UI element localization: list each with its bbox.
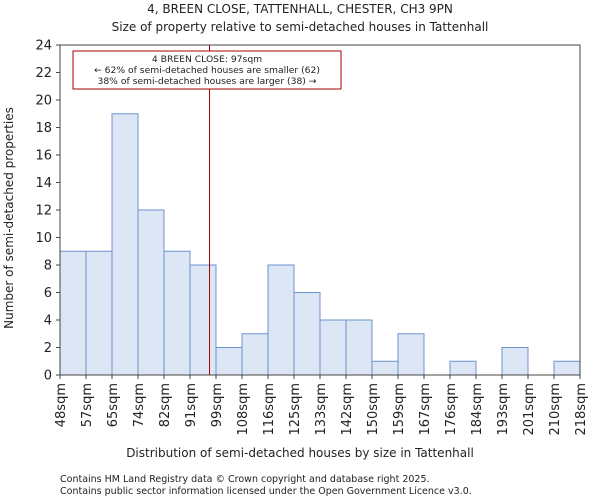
x-tick-label: 167sqm [418,383,433,436]
y-tick-label: 14 [35,176,52,191]
x-axis-ticks: 48sqm 57sqm 65sqm 74sqm 82sqm 91sqm 99sqm 108sq… [54,375,589,436]
annotation-line-2: ← 62% of semi-detached houses are smalle… [94,65,320,76]
y-tick-label: 18 [35,121,52,136]
x-tick-label: 159sqm [392,383,407,436]
bar-series [59,113,581,376]
y-tick-label: 10 [35,231,52,246]
bar [267,264,295,376]
x-tick-label: 201sqm [522,383,537,436]
bar [189,264,217,376]
x-tick-label: 57sqm [80,383,95,427]
x-tick-label: 210sqm [548,383,563,436]
y-tick-label: 24 [35,39,52,54]
bar [449,360,477,376]
annotation-frame [72,50,342,90]
footer-line-2: Contains public sector information licen… [60,486,472,497]
y-axis-label: Number of semi-detached properties [2,107,16,329]
bar [85,250,113,376]
x-tick-label: 91sqm [184,383,199,427]
x-tick-label: 116sqm [262,383,277,436]
x-tick-label: 125sqm [288,383,303,436]
y-tick-label: 20 [35,94,52,109]
x-tick-label: 65sqm [106,383,121,427]
x-tick-label: 108sqm [236,383,251,436]
annotation-line-3: 38% of semi-detached houses are larger (… [97,76,316,87]
chart-subtitle: Size of property relative to semi-detach… [112,20,489,34]
chart-title: 4, BREEN CLOSE, TATTENHALL, CHESTER, CH3… [147,2,453,16]
bar [241,333,269,376]
bar [397,333,425,376]
y-tick-label: 2 [44,341,52,356]
x-tick-label: 150sqm [366,383,381,436]
bar [553,360,581,376]
x-tick-label: 142sqm [340,383,355,436]
x-tick-label: 218sqm [574,383,589,436]
bar [371,360,399,376]
y-tick-label: 22 [35,66,52,81]
bar [345,319,373,376]
x-tick-label: 48sqm [54,383,69,427]
bar [319,319,347,376]
bar [163,250,191,376]
x-tick-label: 176sqm [444,383,459,436]
y-tick-label: 6 [44,286,52,301]
x-tick-label: 99sqm [210,383,225,427]
x-tick-label: 133sqm [314,383,329,436]
x-axis-label: Distribution of semi-detached houses by … [126,446,474,460]
x-tick-label: 74sqm [132,383,147,427]
bar [59,250,87,376]
annotation-box: 4 BREEN CLOSE: 97sqm ← 62% of semi-detac… [72,50,342,90]
x-tick-label: 82sqm [158,383,173,427]
footer-line-1: Contains HM Land Registry data © Crown c… [60,474,430,485]
plot-frame [59,44,581,376]
bar [215,347,243,376]
bar [293,292,321,376]
y-tick-label: 12 [35,204,52,219]
y-tick-label: 0 [44,369,52,384]
y-tick-label: 8 [44,259,52,274]
y-tick-label: 4 [44,314,52,329]
x-tick-label: 193sqm [496,383,511,436]
bar [111,113,139,376]
bar [137,209,165,376]
y-tick-label: 16 [35,149,52,164]
x-tick-label: 184sqm [470,383,485,436]
annotation-line-1: 4 BREEN CLOSE: 97sqm [152,54,262,65]
bar [501,347,529,376]
